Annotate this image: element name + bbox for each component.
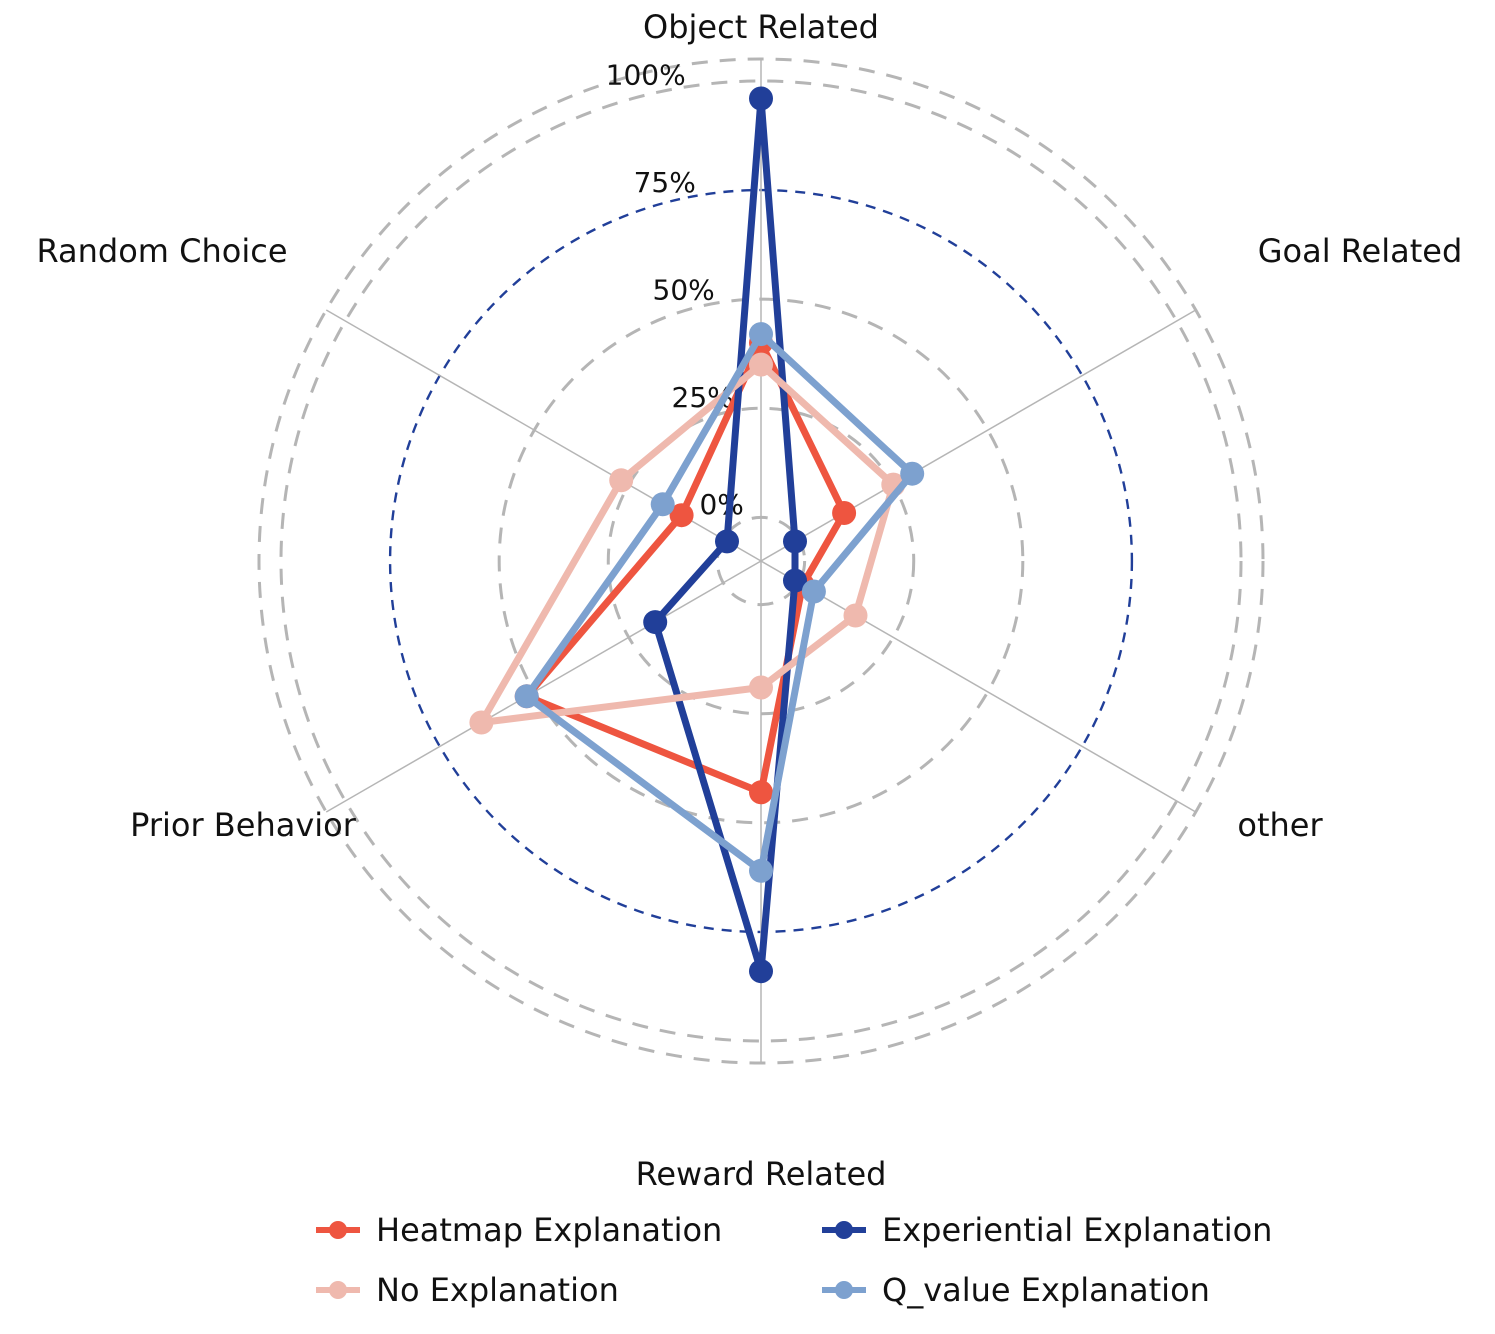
data-point-q-value-explanation-5 [650,492,675,517]
data-point-q-value-explanation-3 [749,858,773,883]
ring-label-75: 75% [634,166,696,199]
data-point-q-value-explanation-2 [801,579,826,604]
data-point-q-value-explanation-0 [749,322,773,347]
ring-100 [279,79,1243,1043]
legend-marker-no-explanation [329,1281,347,1299]
legend-label-q-value-explanation: Q_value Explanation [882,1271,1210,1309]
data-point-experiential-explanation-2 [783,568,807,593]
data-point-no-explanation-0 [749,352,773,377]
data-point-experiential-explanation-1 [783,529,807,554]
data-point-experiential-explanation-5 [715,529,739,554]
data-point-q-value-explanation-4 [514,684,539,709]
axis-labels: Object Related Goal Related other Reward Re… [36,8,1462,1193]
data-point-q-value-explanation-1 [900,461,925,486]
data-point-no-explanation-4 [469,710,494,735]
ring-label-0: 0% [699,488,743,521]
axis-label-random-choice: Random Choice [36,232,287,270]
data-point-no-explanation-5 [609,468,634,493]
axis-label-reward-related: Reward Related [636,1155,887,1193]
data-point-experiential-explanation-4 [643,610,668,635]
data-point-experiential-explanation-3 [749,959,773,984]
axis-label-prior-behavior: Prior Behavior [130,806,357,844]
spoke-4 [325,560,762,813]
series-group [469,86,925,984]
radar-spokes [325,59,1197,1063]
ring-labels: 0%25%50%75%100% [606,58,744,521]
spoke-2 [760,560,1197,813]
legend-marker-q-value-explanation [835,1281,853,1299]
ring-label-50: 50% [653,273,715,306]
data-point-no-explanation-3 [749,675,773,700]
legend-label-no-explanation: No Explanation [376,1271,619,1309]
legend-label-heatmap-explanation: Heatmap Explanation [376,1211,722,1249]
data-point-heatmap-explanation-3 [749,780,773,805]
data-point-heatmap-explanation-5 [669,503,694,528]
data-point-experiential-explanation-0 [749,86,773,111]
legend-marker-experiential-explanation [835,1221,853,1239]
legend-marker-heatmap-explanation [329,1221,347,1239]
axis-label-object-related: Object Related [643,8,879,46]
ring-label-100: 100% [606,58,686,91]
spoke-1 [760,309,1197,562]
axis-label-goal-related: Goal Related [1258,232,1463,270]
data-point-no-explanation-2 [843,603,868,628]
spoke-5 [325,309,762,562]
axis-label-other: other [1237,806,1323,844]
legend-label-experiential-explanation: Experiential Explanation [882,1211,1272,1249]
legend: Heatmap Explanation Experiential Explanat… [316,1211,1272,1309]
data-point-heatmap-explanation-1 [832,501,857,525]
